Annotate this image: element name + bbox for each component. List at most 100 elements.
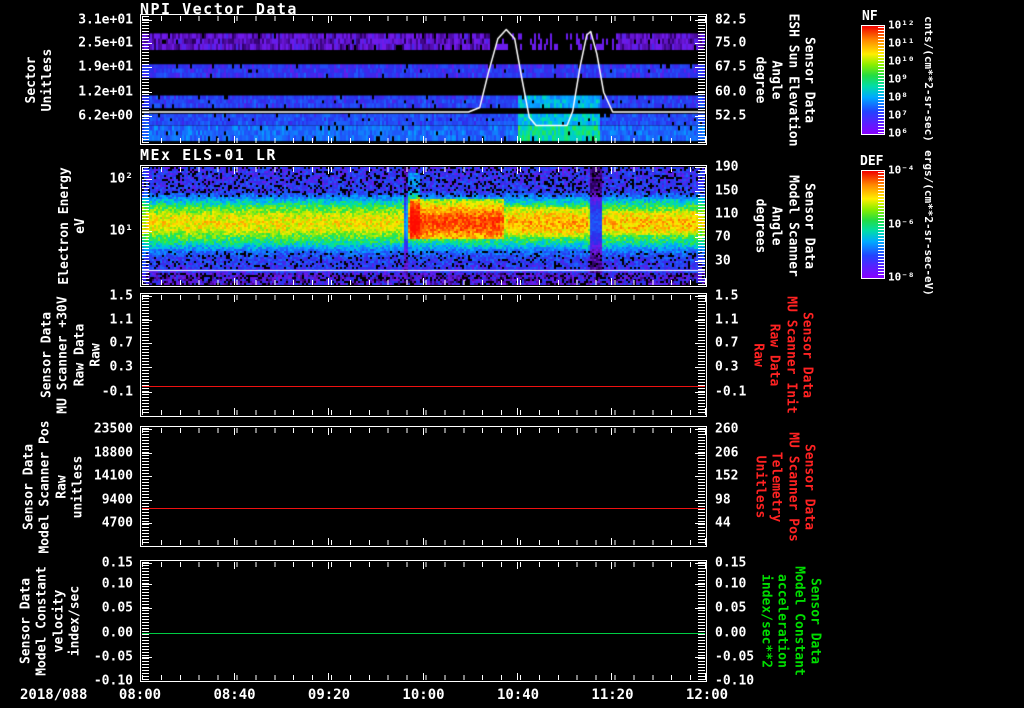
x-major-tick-top	[422, 295, 424, 302]
y-axis-title-left: Sector Unitless	[23, 48, 55, 111]
y-tick-label-left: 23500	[93, 421, 133, 437]
colorbar-tick-label: 10⁸	[888, 90, 908, 104]
y-major-tick-left	[142, 523, 152, 525]
y-tick-label-right: 260	[715, 421, 739, 437]
x-major-tick-top	[516, 167, 518, 174]
x-major-tick-top	[516, 562, 518, 569]
y-tick-label-right: 150	[715, 183, 739, 199]
colorbar-tick-label: 10⁻⁶	[888, 217, 915, 230]
y-major-tick-left	[142, 178, 152, 180]
els-spectrogram-canvas	[142, 167, 705, 285]
x-major-tick-top	[610, 562, 612, 569]
x-major-tick-top	[140, 428, 141, 435]
x-major-tick-bottom	[422, 673, 424, 680]
y-major-tick-right	[695, 91, 705, 93]
y-major-tick-right	[695, 190, 705, 192]
y-major-tick-left	[142, 116, 152, 118]
y-major-tick-left	[142, 583, 152, 585]
x-major-tick-bottom	[234, 408, 236, 415]
y-tick-label-right: 0.05	[715, 600, 747, 616]
y-minor-ticks-right	[698, 167, 705, 285]
x-minor-ticks-bottom	[142, 410, 705, 415]
x-major-tick-bottom	[234, 278, 236, 285]
y-tick-label-left: 3.1e+01	[78, 12, 133, 28]
y-major-tick-left	[142, 42, 152, 44]
panel-model-constant-velocity: 0.15 0.10 0.05 0.00 -0.05 -0.10 0.15 0.10 0.05 0.…	[94, 555, 754, 688]
y-tick-label-left: -0.05	[93, 649, 133, 665]
x-major-tick-bottom	[705, 673, 706, 680]
x-major-tick-bottom	[705, 538, 706, 545]
x-major-tick-bottom	[705, 278, 706, 285]
x-major-tick-top	[705, 16, 706, 23]
nf-colorbar-title: NF	[862, 9, 878, 24]
y-tick-label-left: 1.9e+01	[78, 59, 133, 75]
y-tick-label-left: 10¹	[109, 223, 133, 239]
constant-value-line	[142, 633, 705, 634]
y-major-tick-right	[695, 214, 705, 215]
y-tick-label-left: 0.15	[101, 555, 133, 571]
time-tick-label: 09:20	[307, 687, 351, 703]
x-major-tick-bottom	[610, 136, 612, 143]
x-major-tick-bottom	[705, 408, 706, 415]
x-major-tick-bottom	[705, 136, 706, 143]
y-major-tick-left	[142, 295, 152, 297]
y-major-tick-right	[695, 657, 705, 658]
y-axis-title-right: Sensor Data MU Scanner Pos Telemetry Unitle…	[752, 431, 817, 542]
def-colorbar-title: DEF	[860, 154, 884, 169]
x-major-tick-top	[422, 16, 424, 23]
y-tick-label-right: 206	[715, 445, 739, 461]
x-major-tick-bottom	[610, 408, 612, 415]
x-major-tick-bottom	[328, 136, 330, 143]
x-major-tick-bottom	[328, 538, 330, 545]
y-tick-label-right: 152	[715, 468, 739, 484]
x-major-tick-bottom	[328, 408, 330, 415]
y-tick-label-right: 75.0	[715, 35, 747, 51]
y-tick-label-left: 1.1	[109, 312, 133, 328]
y-tick-label-left: 0.10	[101, 576, 133, 592]
y-minor-ticks-left	[142, 428, 149, 545]
y-major-tick-right	[695, 42, 705, 44]
x-major-tick-top	[234, 16, 236, 23]
colorbar-tick-label: 10¹¹	[888, 36, 915, 50]
y-tick-label-left: 14100	[93, 468, 133, 484]
y-major-tick-right	[695, 260, 705, 262]
y-major-tick-left	[142, 319, 152, 321]
colorbar-tick-label: 10⁹	[888, 72, 908, 86]
y-tick-label-right: 70	[715, 229, 731, 245]
y-minor-ticks-right	[698, 16, 705, 143]
x-major-tick-top	[328, 295, 330, 302]
time-tick-label: 11:20	[591, 687, 634, 703]
x-major-tick-bottom	[610, 538, 612, 545]
y-minor-ticks-left	[142, 16, 149, 143]
y-tick-label-right: 0.10	[715, 576, 747, 592]
y-tick-label-right: 30	[715, 253, 731, 269]
y-major-tick-right	[695, 583, 705, 585]
panel-mu-scanner-raw: 1.5 1.1 0.7 0.3 -0.1 1.5 1.1 0.7 0.3 -0.1	[102, 288, 746, 417]
y-major-tick-right	[695, 391, 705, 393]
x-major-tick-top	[328, 562, 330, 569]
x-major-tick-top	[705, 295, 706, 302]
x-major-tick-bottom	[140, 278, 141, 285]
y-axis-title-right: Sensor Data MU Scanner Init Raw Data Raw	[750, 296, 815, 414]
x-major-tick-top	[140, 295, 141, 302]
y-tick-label-right: -0.10	[715, 673, 755, 689]
x-major-tick-top	[140, 16, 141, 23]
y-major-tick-right	[695, 499, 705, 501]
y-major-tick-right	[695, 607, 705, 609]
x-major-tick-top	[610, 428, 612, 435]
x-major-tick-bottom	[234, 538, 236, 545]
def-colorbar-units-label: ergs/(cm**2-sr-sec-eV)	[921, 150, 935, 296]
x-major-tick-top	[610, 295, 612, 302]
y-tick-label-left: 10²	[109, 171, 133, 187]
y-tick-label-right: 60.0	[715, 84, 747, 100]
x-major-tick-bottom	[140, 538, 141, 545]
y-tick-label-left: 0.7	[109, 335, 133, 351]
colorbar-tick-label: 10¹²	[888, 18, 915, 32]
y-tick-label-right: -0.1	[715, 384, 747, 400]
y-minor-ticks-left	[142, 295, 149, 415]
x-major-tick-bottom	[516, 408, 518, 415]
x-major-tick-bottom	[516, 673, 518, 680]
y-major-tick-left	[142, 67, 152, 69]
y-tick-label-left: -0.10	[93, 673, 133, 689]
y-major-tick-right	[695, 116, 705, 118]
